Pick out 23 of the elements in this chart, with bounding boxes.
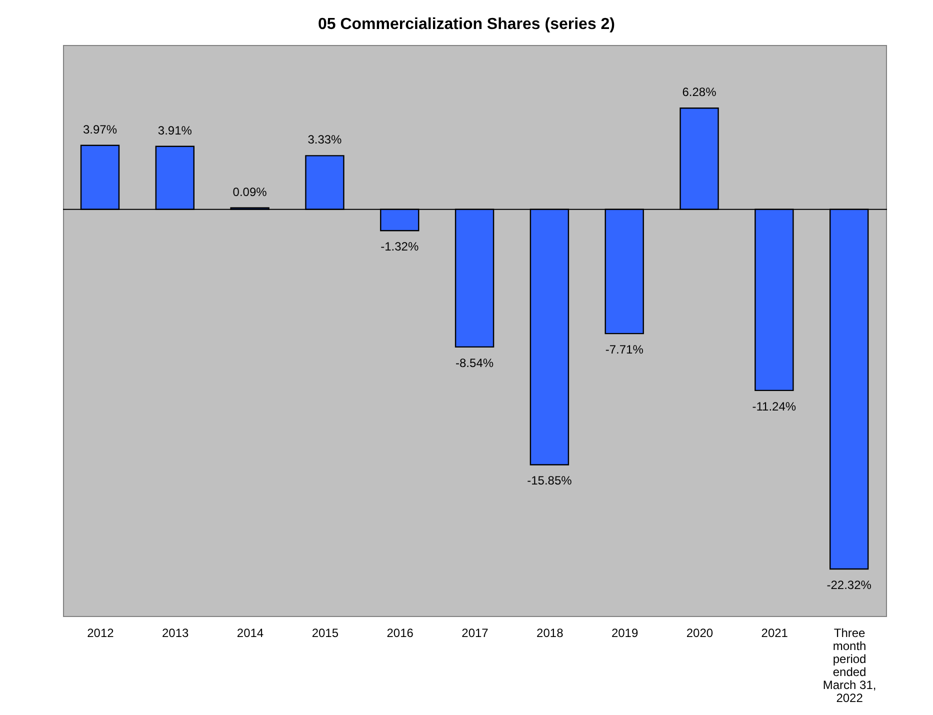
x-tick-label: 2017	[462, 626, 489, 640]
x-tick-label: 2021	[761, 626, 788, 640]
x-tick-label: 2014	[236, 626, 264, 640]
data-label: 3.97%	[82, 122, 118, 136]
data-label: -22.32%	[826, 578, 872, 592]
x-tick-label: 2013	[162, 626, 190, 640]
x-tick-label: 2020	[686, 626, 714, 640]
x-tick-label: 2012	[87, 626, 114, 640]
data-label: -8.54%	[456, 356, 494, 370]
data-label: 6.28%	[682, 85, 717, 100]
x-tick-label: 2018	[536, 626, 564, 640]
data-label: -11.24%	[752, 399, 796, 414]
data-label: -15.85%	[527, 474, 572, 488]
data-label: 3.91%	[158, 123, 192, 138]
data-label: 0.09%	[232, 184, 268, 199]
x-tick-label: 2016	[386, 626, 414, 640]
x-tick-label: 2019	[611, 626, 638, 640]
x-tick-label: Three month period ended March 31, 2022	[822, 626, 876, 705]
chart-title: 05 Commercialization Shares (series 2)	[316, 16, 616, 34]
data-label: -1.32%	[380, 240, 419, 254]
data-label: -7.71%	[605, 342, 644, 357]
data-label: 3.33%	[308, 132, 342, 147]
x-tick-label: 2015	[312, 626, 339, 640]
